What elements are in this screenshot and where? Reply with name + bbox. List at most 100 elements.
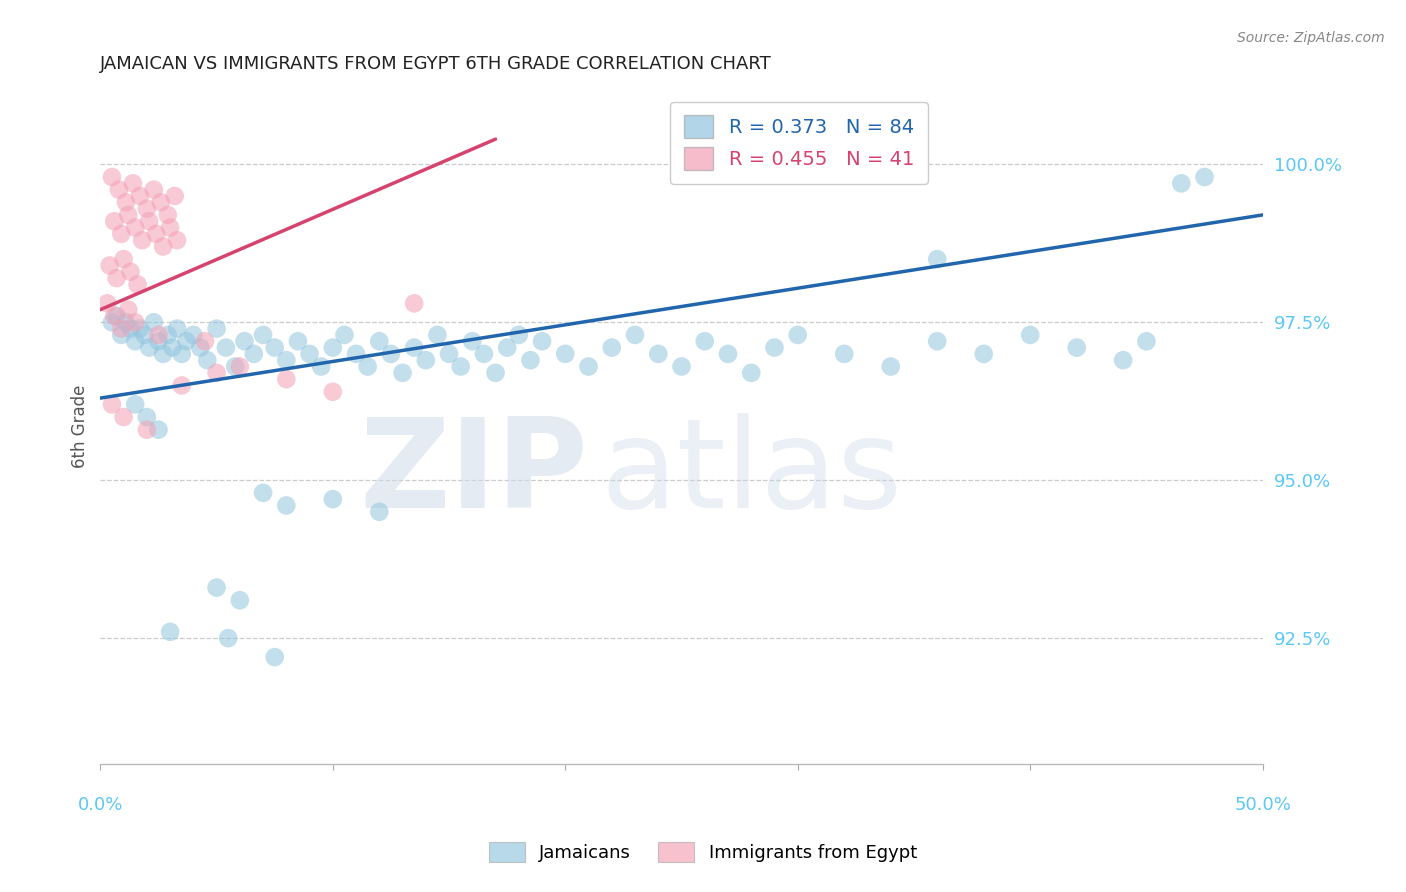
Point [1135,334,1157,349]
Point [110,227,132,241]
Point [149,195,172,210]
Point [101,315,124,329]
Point [148,423,170,437]
Point [148,334,170,349]
Point [229,359,252,374]
Point [128,189,150,203]
Point [159,624,181,639]
Point [142,183,165,197]
Point [135,202,157,216]
Point [531,334,554,349]
Point [333,327,356,342]
Point [117,208,139,222]
Point [973,347,995,361]
Point [156,208,179,222]
Point [426,327,449,342]
Point [217,631,239,645]
Point [105,271,128,285]
Point [740,366,762,380]
Point [404,341,426,355]
Point [322,341,344,355]
Point [135,410,157,425]
Point [1066,341,1088,355]
Point [124,315,146,329]
Point [101,169,124,184]
Point [110,321,132,335]
Point [166,321,188,335]
Point [176,334,198,349]
Point [276,499,298,513]
Point [108,183,131,197]
Point [624,327,647,342]
Point [103,214,125,228]
Point [142,315,165,329]
Point [152,347,174,361]
Point [131,233,153,247]
Point [263,341,285,355]
Point [162,341,184,355]
Point [156,327,179,342]
Text: Source: ZipAtlas.com: Source: ZipAtlas.com [1237,31,1385,45]
Point [287,334,309,349]
Y-axis label: 6th Grade: 6th Grade [72,384,89,468]
Point [276,353,298,368]
Point [1019,327,1042,342]
Point [496,341,519,355]
Point [450,359,472,374]
Point [195,353,218,368]
Point [229,593,252,607]
Point [508,327,530,342]
Point [263,650,285,665]
Point [600,341,623,355]
Point [128,321,150,335]
Point [242,347,264,361]
Point [170,378,193,392]
Point [134,327,156,342]
Point [252,486,274,500]
Point [166,233,188,247]
Point [205,366,228,380]
Point [124,220,146,235]
Point [380,347,402,361]
Point [519,353,541,368]
Point [188,341,211,355]
Point [152,239,174,253]
Point [148,327,170,342]
Point [832,347,855,361]
Point [357,359,380,374]
Point [183,327,205,342]
Point [96,296,118,310]
Point [309,359,332,374]
Text: ZIP: ZIP [360,413,589,534]
Point [138,214,160,228]
Point [124,334,146,349]
Point [215,341,238,355]
Point [461,334,484,349]
Point [120,265,142,279]
Point [98,259,121,273]
Point [437,347,460,361]
Text: atlas: atlas [600,413,903,534]
Point [120,321,142,335]
Text: JAMAICAN VS IMMIGRANTS FROM EGYPT 6TH GRADE CORRELATION CHART: JAMAICAN VS IMMIGRANTS FROM EGYPT 6TH GR… [100,55,772,73]
Point [145,227,167,241]
Point [135,423,157,437]
Point [927,252,949,267]
Point [322,384,344,399]
Point [103,309,125,323]
Point [252,327,274,342]
Point [112,410,135,425]
Point [472,347,495,361]
Point [880,359,903,374]
Point [322,492,344,507]
Point [344,347,367,361]
Point [368,334,391,349]
Point [647,347,669,361]
Point [138,341,160,355]
Point [415,353,437,368]
Point [115,195,138,210]
Point [717,347,740,361]
Point [1112,353,1135,368]
Point [124,397,146,411]
Point [194,334,217,349]
